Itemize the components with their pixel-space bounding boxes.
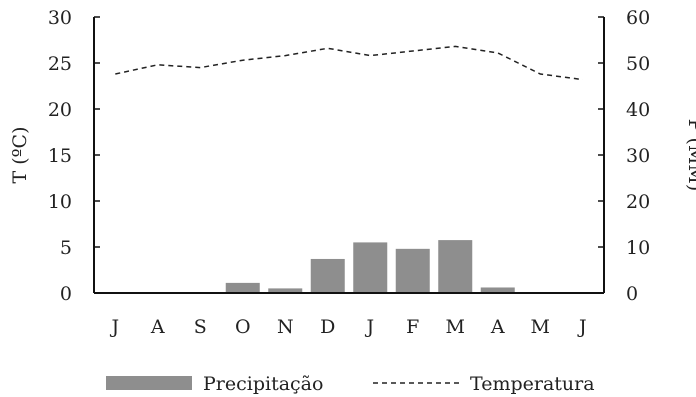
left-tick-label: 30	[48, 7, 72, 29]
legend-precipitation-swatch	[106, 376, 192, 390]
precipitation-bar	[480, 287, 515, 293]
x-tick-label: D	[320, 316, 335, 338]
right-tick-label: 60	[626, 7, 650, 29]
right-tick-label: 50	[626, 53, 650, 75]
left-y-ticks: 0 5 10 15 20 25 30	[48, 7, 100, 305]
legend-precipitation-label: Precipitação	[203, 373, 323, 395]
precipitation-bar	[353, 242, 388, 293]
precipitation-bar	[438, 240, 473, 293]
right-tick-label: 0	[626, 283, 638, 305]
x-tick-label: J	[364, 316, 374, 338]
legend-temperature-label: Temperatura	[470, 373, 595, 395]
x-tick-label: A	[150, 316, 165, 338]
precipitation-bar	[225, 282, 260, 293]
precipitation-bar	[310, 258, 345, 293]
x-tick-label: F	[406, 316, 419, 338]
right-tick-label: 10	[626, 237, 650, 259]
temperature-line-group	[115, 45, 583, 81]
x-tick-label: A	[490, 316, 505, 338]
precipitation-bar	[268, 288, 303, 293]
precipitation-bar	[395, 248, 430, 293]
left-axis-title: T (ºC)	[9, 126, 31, 183]
right-y-ticks: 0 10 20 30 40 50 60	[598, 7, 650, 305]
x-tick-label: N	[277, 316, 294, 338]
left-tick-label: 25	[48, 53, 72, 75]
x-tick-label: J	[109, 316, 119, 338]
x-tick-label: J	[577, 316, 587, 338]
left-tick-label: 0	[60, 283, 72, 305]
x-tick-label: O	[235, 316, 251, 338]
x-tick-label: S	[194, 316, 207, 338]
temperature-line	[115, 45, 583, 81]
left-tick-label: 10	[48, 191, 72, 213]
left-tick-label: 15	[48, 145, 72, 167]
right-tick-label: 20	[626, 191, 650, 213]
right-axis-title: P (MM)	[684, 119, 696, 192]
legend: Precipitação Temperatura	[106, 373, 595, 395]
right-tick-label: 30	[626, 145, 650, 167]
axes	[93, 17, 605, 294]
left-tick-label: 20	[48, 99, 72, 121]
left-tick-label: 5	[60, 237, 72, 259]
x-tick-label: M	[531, 316, 550, 338]
right-tick-label: 40	[626, 99, 650, 121]
x-tick-label: M	[446, 316, 465, 338]
precipitation-bars	[140, 240, 515, 293]
